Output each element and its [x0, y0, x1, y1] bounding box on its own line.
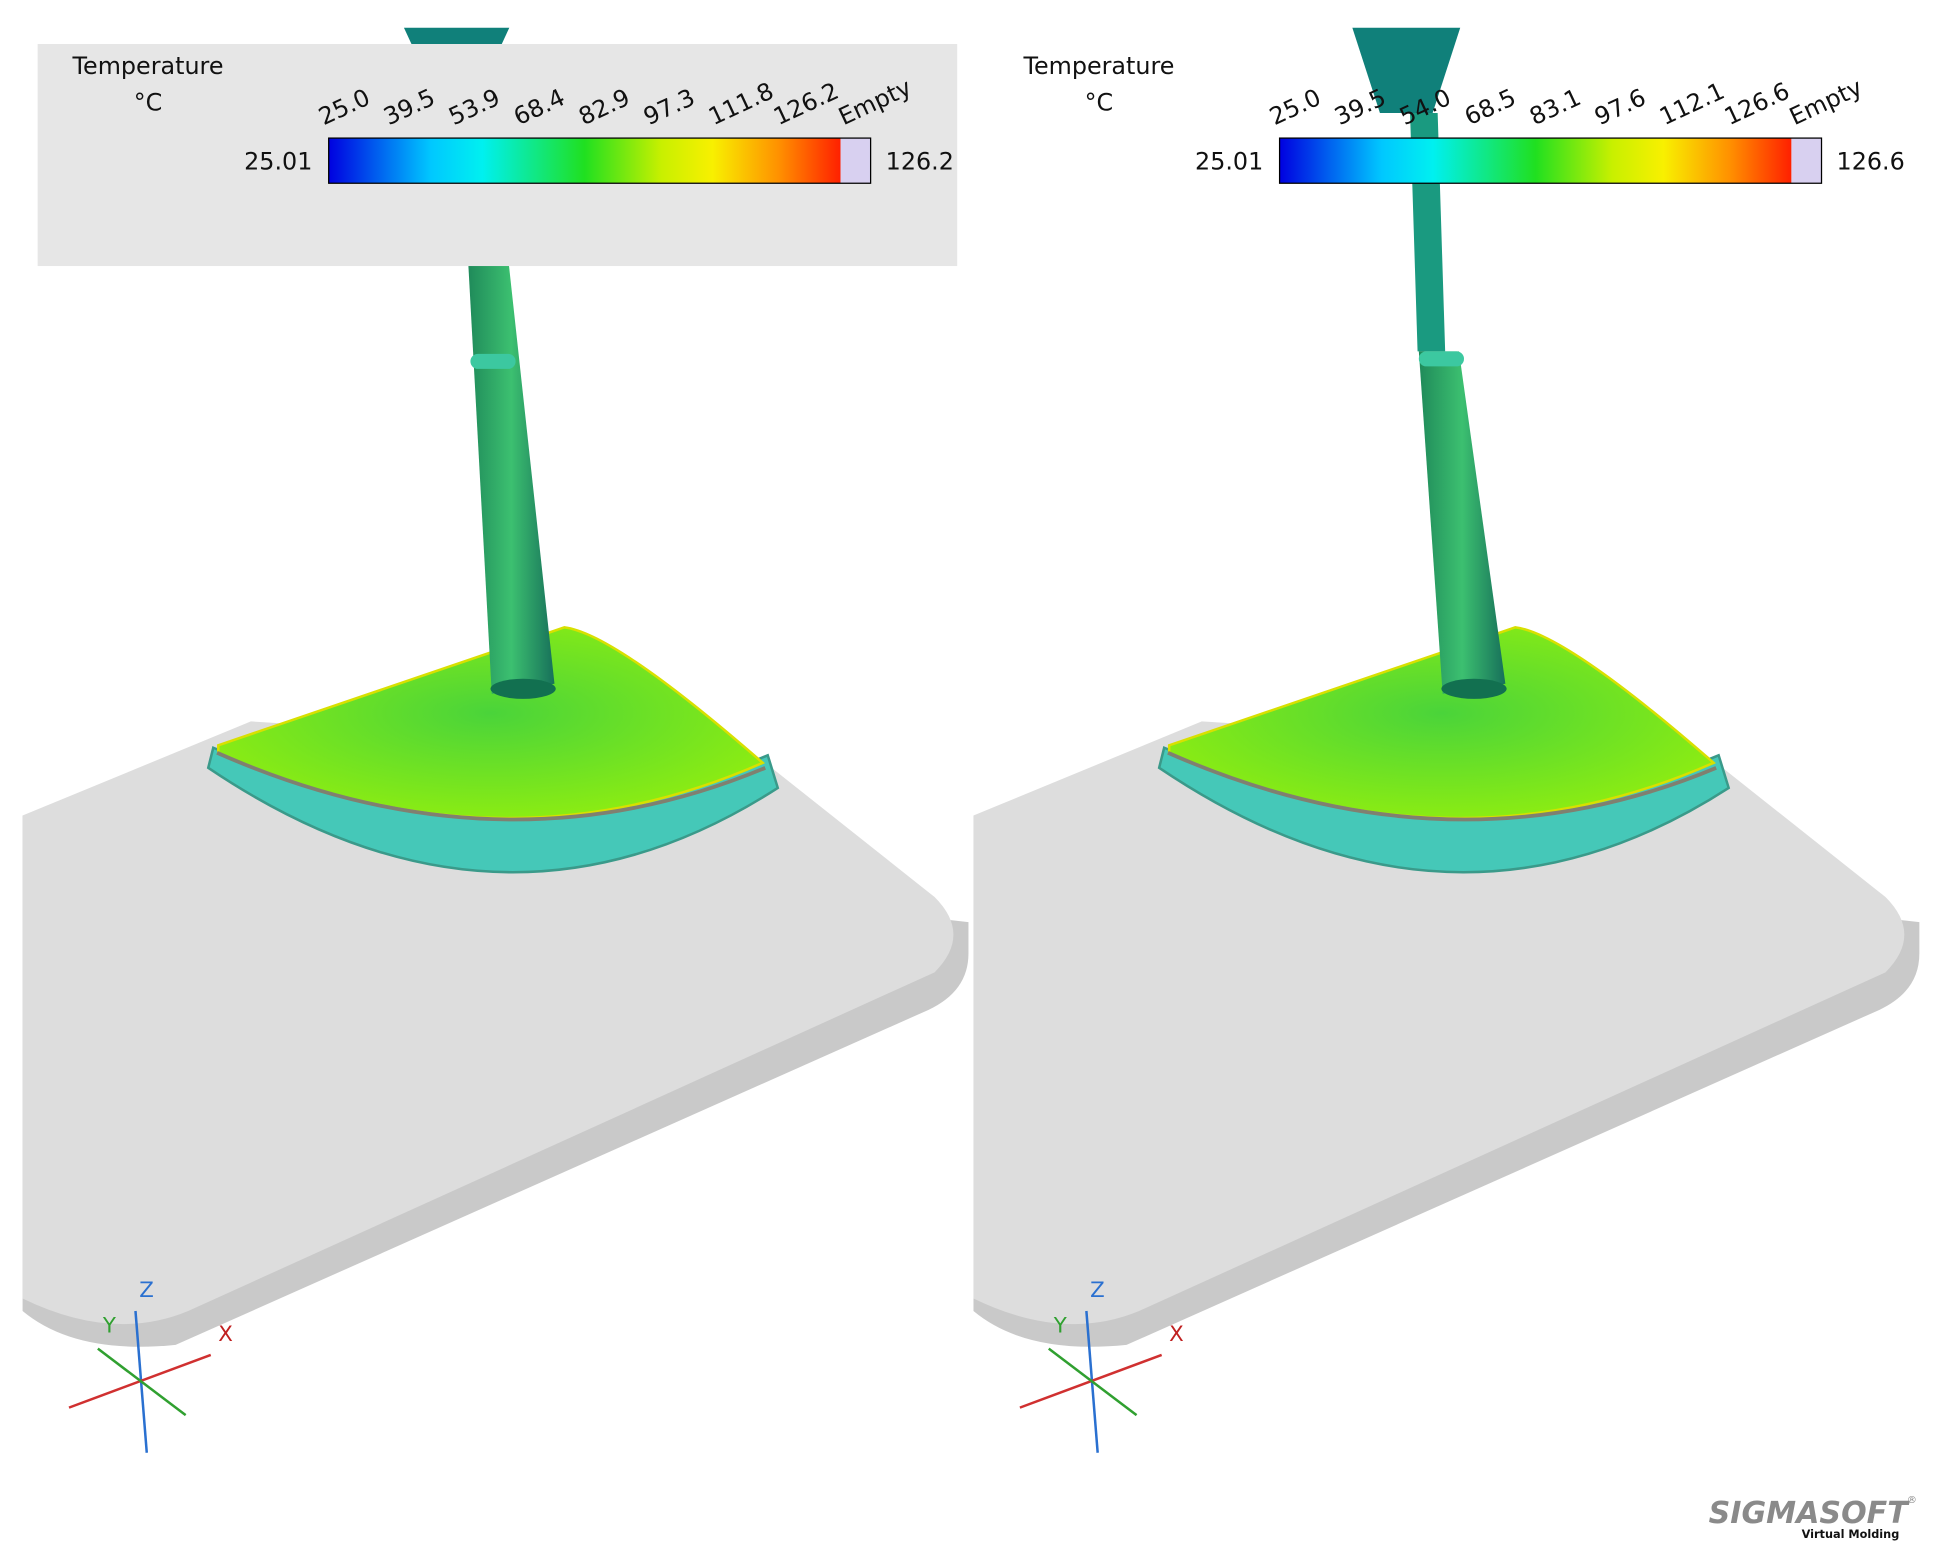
legend-tick-label: 112.1 — [1655, 77, 1729, 131]
colorbar-empty — [840, 138, 871, 184]
colorbar-frame — [1278, 137, 1823, 184]
legend-min: 25.01 — [1195, 147, 1263, 175]
axis-y-label: Y — [1053, 1313, 1068, 1338]
legend-tick-label: 39.5 — [1330, 83, 1390, 131]
axis-x-label: X — [218, 1322, 233, 1347]
axis-y-label: Y — [102, 1313, 117, 1338]
axis-y — [1047, 1347, 1138, 1417]
logo-tagline: Virtual Molding — [1802, 1528, 1900, 1541]
legend-tick-label: 68.5 — [1460, 83, 1520, 131]
legend-tick-label: 126.6 — [1720, 77, 1794, 131]
nozzle — [403, 27, 510, 44]
sprue — [1418, 351, 1506, 694]
colorbar — [1279, 138, 1792, 184]
axis-triad: Z X Y — [1019, 1278, 1184, 1453]
mold-plate — [971, 625, 1922, 1349]
axis-z-label: Z — [139, 1278, 154, 1303]
legend-tick-label: 25.0 — [1265, 83, 1325, 131]
sprue-base — [490, 678, 556, 699]
legend-title: Temperature — [72, 52, 224, 80]
mold-plate — [20, 625, 971, 1349]
colorbar-empty — [1791, 138, 1822, 184]
legend-max: 126.2 — [886, 147, 954, 175]
sprue-base — [1441, 678, 1507, 699]
left-viewport — [20, 27, 971, 1349]
axis-x-label: X — [1169, 1322, 1184, 1347]
colorbar — [328, 138, 841, 184]
axis-z-label: Z — [1090, 1278, 1105, 1303]
legend-max: 126.6 — [1837, 147, 1905, 175]
legend-tick-label: 97.6 — [1590, 83, 1650, 131]
right-viewport — [971, 27, 1922, 1349]
sprue — [467, 257, 555, 694]
sprue-collar — [1418, 351, 1464, 367]
legend-unit: °C — [134, 88, 163, 116]
legend-min: 25.01 — [244, 147, 312, 175]
legend-unit: °C — [1085, 88, 1114, 116]
sprue-collar — [470, 353, 516, 369]
logo-name: SIGMASOFT — [1709, 1496, 1911, 1531]
nozzle — [1352, 27, 1461, 113]
colorbar-frame — [328, 137, 872, 184]
legend-tick-label: Empty — [1785, 73, 1866, 131]
legend: Temperature°C25.01 126.625.0 39.5 54.0 68.5 8… — [1022, 52, 1905, 184]
legend-tick-label: 83.1 — [1525, 83, 1585, 131]
logo: SIGMASOFT ® Virtual Molding — [1709, 1495, 1917, 1541]
logo-mark: ® — [1907, 1495, 1917, 1506]
axis-triad: Z X Y — [68, 1278, 233, 1453]
axis-y — [97, 1347, 187, 1417]
legend-title: Temperature — [1022, 52, 1174, 80]
